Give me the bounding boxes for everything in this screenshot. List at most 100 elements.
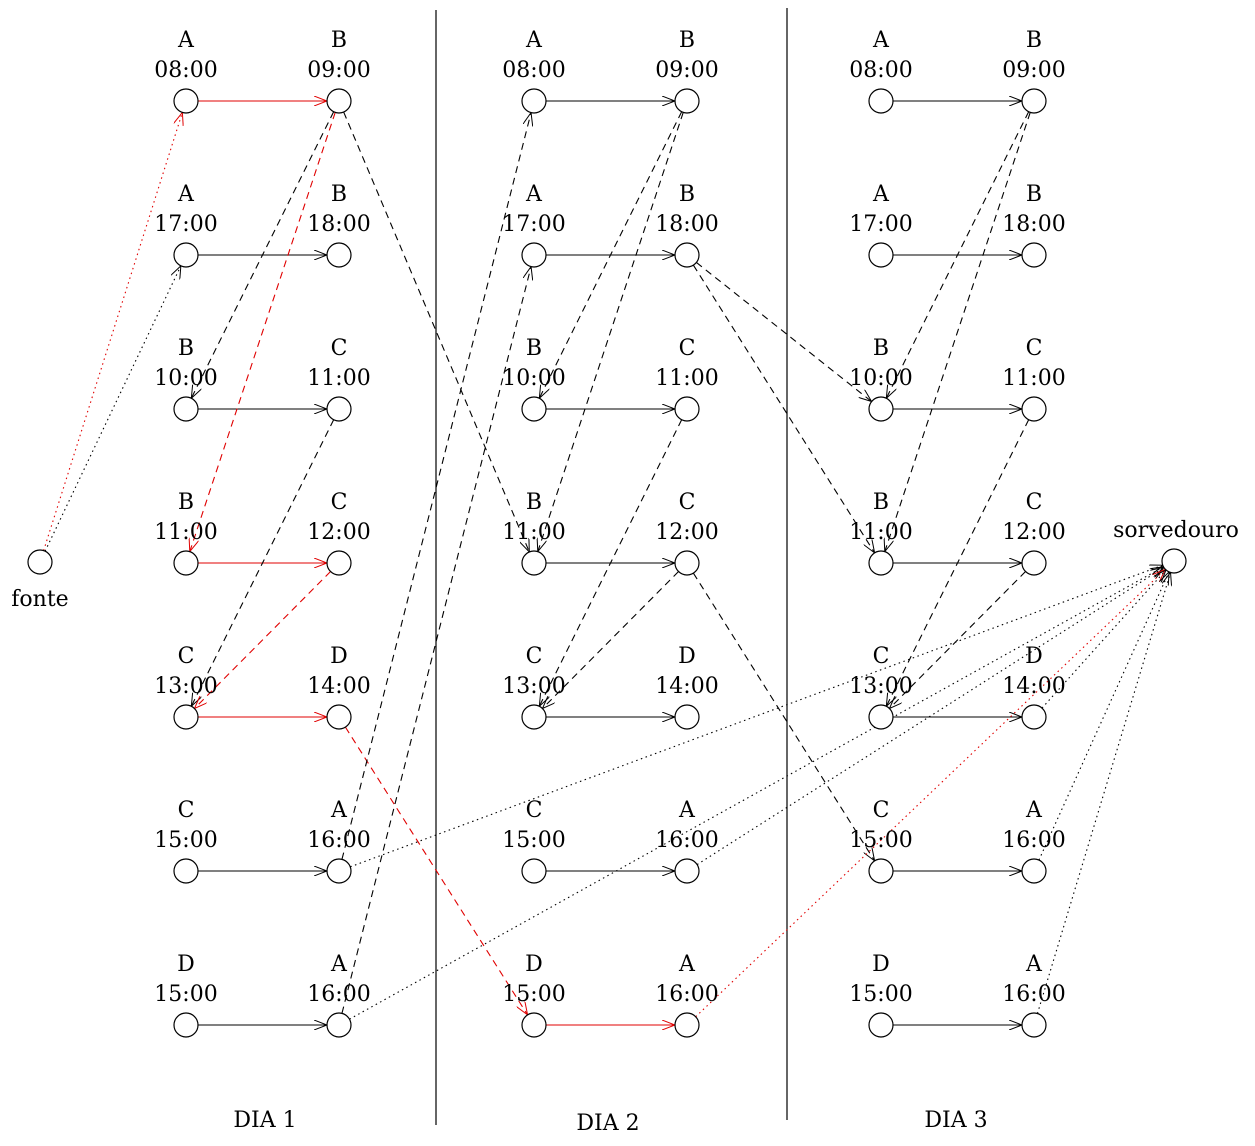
departure-node (868, 550, 894, 576)
edges (43, 101, 1171, 1025)
arrival-airport-label: A (330, 798, 348, 823)
departure-node (173, 550, 199, 576)
arrival-time-label: 16:00 (655, 982, 718, 1007)
day-label-2: DIA 2 (576, 1111, 639, 1136)
departure-node (868, 1012, 894, 1038)
arrival-airport-label: C (679, 490, 696, 515)
arrival-node (326, 1012, 352, 1038)
arrival-node (326, 550, 352, 576)
connection-arc (885, 112, 1031, 551)
arrival-node (1021, 550, 1047, 576)
arrival-node (1021, 242, 1047, 268)
arrival-airport-label: D (1025, 644, 1043, 669)
departure-airport-label: B (526, 490, 542, 515)
arrival-airport-label: A (330, 952, 348, 977)
departure-node (521, 858, 547, 884)
connection-arc (696, 262, 871, 401)
arrival-airport-label: A (678, 798, 696, 823)
arrival-time-label: 09:00 (1002, 58, 1065, 83)
arrival-time-label: 14:00 (655, 674, 718, 699)
arrival-node (1021, 88, 1047, 114)
arrival-time-label: 12:00 (307, 520, 370, 545)
sink-node (1161, 548, 1187, 574)
connection-arc (191, 111, 335, 399)
departure-airport-label: C (526, 798, 543, 823)
arrival-node (1021, 858, 1047, 884)
arrival-time-label: 16:00 (1002, 982, 1065, 1007)
arrival-time-label: 12:00 (1002, 520, 1065, 545)
arrival-airport-label: B (331, 28, 347, 53)
connection-arc (692, 572, 874, 861)
day-label-3: DIA 3 (924, 1108, 987, 1133)
connection-arc (538, 112, 684, 551)
departure-time-label: 11:00 (154, 520, 217, 545)
sink-arc (1036, 572, 1170, 1014)
connection-arc (889, 571, 1026, 709)
departure-node (173, 88, 199, 114)
arrival-airport-label: B (679, 28, 695, 53)
departure-airport-label: B (873, 336, 889, 361)
departure-node (521, 396, 547, 422)
sink-arc (349, 567, 1163, 1020)
sink-arc (695, 569, 1166, 1018)
departure-airport-label: C (873, 644, 890, 669)
departure-time-label: 13:00 (154, 674, 217, 699)
departure-airport-label: B (873, 490, 889, 515)
arrival-airport-label: B (679, 182, 695, 207)
arrival-time-label: 11:00 (307, 366, 370, 391)
departure-time-label: 17:00 (849, 212, 912, 237)
arrival-node (674, 242, 700, 268)
departure-time-label: 15:00 (502, 828, 565, 853)
source-node (27, 549, 53, 575)
arrival-time-label: 09:00 (655, 58, 718, 83)
connection-arc (343, 111, 530, 552)
departure-airport-label: C (178, 798, 195, 823)
nodes (27, 88, 1187, 1038)
arrival-node (326, 88, 352, 114)
departure-time-label: 11:00 (849, 520, 912, 545)
departure-airport-label: C (178, 644, 195, 669)
sink-label: sorvedouro (1113, 518, 1239, 543)
labels: DIA 1 DIA 2 DIA 3 A 08:00 B 09:00 A 17:00 B 18:00 B… (11, 28, 1239, 1136)
arrival-airport-label: D (330, 644, 348, 669)
departure-airport-label: B (178, 336, 194, 361)
sink-arc (696, 567, 1164, 866)
connection-arc (539, 111, 683, 399)
departure-airport-label: D (525, 952, 543, 977)
departure-node (173, 858, 199, 884)
connection-arc (886, 111, 1030, 399)
arrival-airport-label: C (331, 490, 348, 515)
departure-time-label: 15:00 (849, 982, 912, 1007)
departure-airport-label: A (177, 28, 195, 53)
sink-arc (1038, 572, 1169, 861)
departure-airport-label: C (873, 798, 890, 823)
arrival-time-label: 14:00 (307, 674, 370, 699)
departure-time-label: 15:00 (502, 982, 565, 1007)
arrival-airport-label: A (678, 952, 696, 977)
arrival-node (674, 88, 700, 114)
connection-arc (191, 419, 335, 707)
departure-airport-label: A (525, 182, 543, 207)
departure-node (173, 704, 199, 730)
departure-time-label: 17:00 (154, 212, 217, 237)
departure-time-label: 15:00 (849, 828, 912, 853)
departure-airport-label: A (872, 182, 890, 207)
connection-arc (194, 571, 331, 709)
departure-time-label: 08:00 (849, 58, 912, 83)
departure-time-label: 17:00 (502, 212, 565, 237)
departure-time-label: 13:00 (849, 674, 912, 699)
departure-node (868, 88, 894, 114)
arrival-time-label: 09:00 (307, 58, 370, 83)
arrival-node (326, 242, 352, 268)
departure-node (521, 704, 547, 730)
arrival-node (1021, 396, 1047, 422)
connection-arc (542, 571, 679, 709)
departure-node (521, 1012, 547, 1038)
departure-airport-label: A (525, 28, 543, 53)
arrival-time-label: 16:00 (655, 828, 718, 853)
arrival-airport-label: B (1026, 28, 1042, 53)
departure-airport-label: D (177, 952, 195, 977)
arrival-airport-label: A (1025, 952, 1043, 977)
